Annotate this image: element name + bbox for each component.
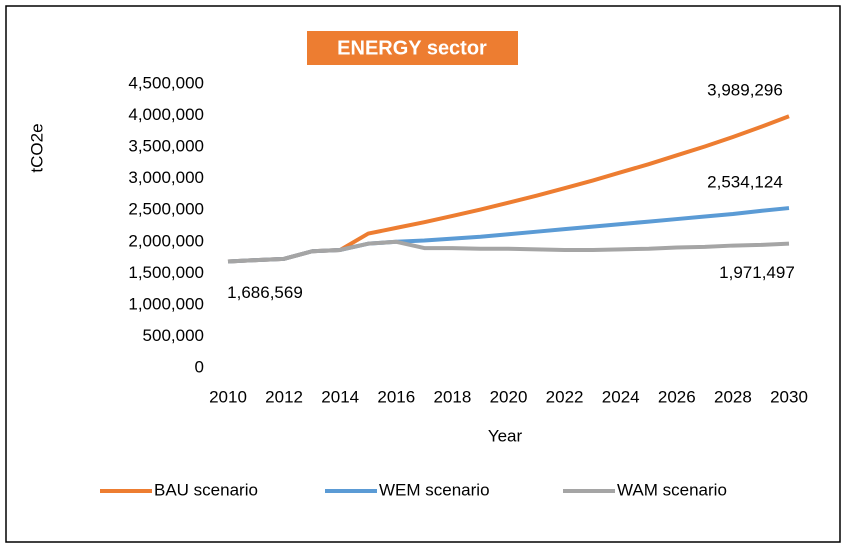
x-tick-label: 2020 [490, 387, 528, 406]
y-tick-label: 3,000,000 [128, 168, 204, 187]
x-tick-label: 2022 [546, 387, 584, 406]
legend-label: WEM scenario [379, 480, 490, 499]
y-tick-label: 4,500,000 [128, 73, 204, 92]
legend-label: WAM scenario [617, 480, 727, 499]
title-box [307, 31, 518, 65]
x-tick-label: 2030 [770, 387, 808, 406]
y-axis-label: tCO2e [27, 123, 46, 172]
x-tick-label: 2014 [321, 387, 359, 406]
x-tick-label: 2018 [433, 387, 471, 406]
y-tick-label: 1,500,000 [128, 263, 204, 282]
y-tick-label: 4,000,000 [128, 105, 204, 124]
x-tick-label: 2012 [265, 387, 303, 406]
y-tick-label: 500,000 [143, 326, 204, 345]
data-label: 1,686,569 [227, 283, 303, 302]
chart-border [5, 5, 841, 543]
x-tick-label: 2028 [714, 387, 752, 406]
legend-label: BAU scenario [154, 480, 258, 499]
series-line [227, 239, 790, 264]
data-label: 3,989,296 [707, 81, 783, 100]
data-label: 2,534,124 [707, 173, 783, 192]
y-tick-label: 2,500,000 [128, 200, 204, 219]
y-tick-label: 3,500,000 [128, 137, 204, 156]
x-axis-label: Year [488, 426, 523, 445]
x-tick-label: 2016 [377, 387, 415, 406]
y-tick-label: 1,000,000 [128, 294, 204, 313]
x-tick-label: 2024 [602, 387, 640, 406]
chart-title: ENERGY sector [337, 37, 487, 59]
x-tick-label: 2010 [209, 387, 247, 406]
y-tick-label: 0 [195, 357, 204, 376]
x-tick-label: 2026 [658, 387, 696, 406]
data-label: 1,971,497 [719, 263, 795, 282]
y-tick-label: 2,000,000 [128, 231, 204, 250]
